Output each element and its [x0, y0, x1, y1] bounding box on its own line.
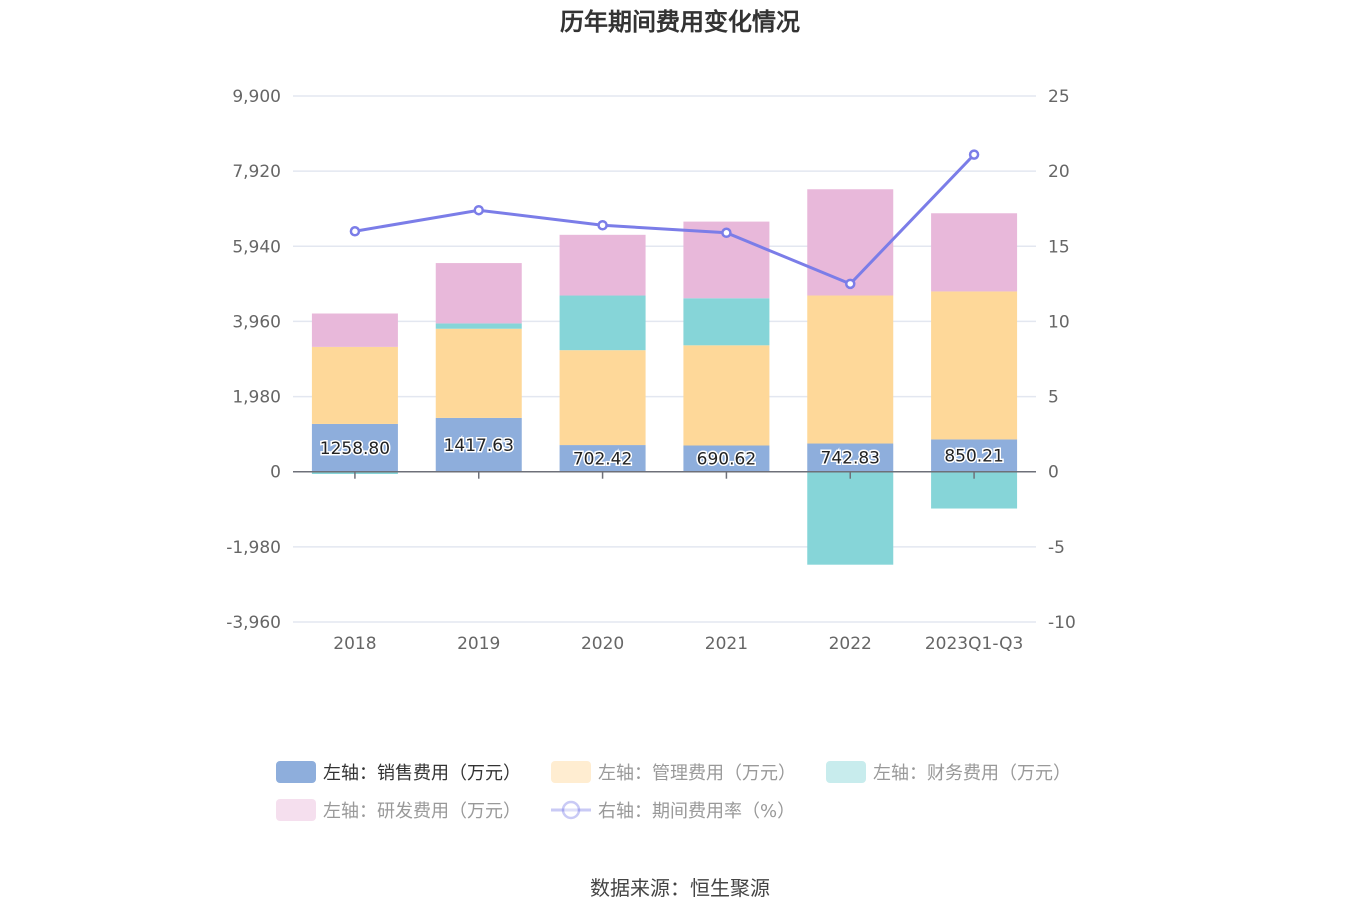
bar-segment [559, 295, 646, 351]
right-tick-label: 25 [1048, 87, 1070, 107]
bars [311, 189, 1018, 565]
category-labels: 2018 2019 2020 2021 2022 2023Q1-Q3 [333, 634, 1023, 654]
legend-swatch [276, 761, 316, 783]
legend-swatch [826, 761, 866, 783]
source-note: 数据来源：恒生聚源 [590, 876, 770, 900]
bar-segment [559, 234, 646, 296]
category-label: 2020 [581, 634, 624, 654]
left-tick-label: 1,980 [232, 388, 281, 408]
category-label: 2019 [457, 634, 500, 654]
rate-point [968, 149, 980, 160]
legend-label: 左轴：管理费用（万元） [598, 763, 796, 784]
grid [293, 95, 1036, 623]
rate-point [349, 226, 361, 237]
bar-segment [807, 295, 894, 444]
data-label: 742.83 [821, 449, 880, 469]
bar-segment [311, 313, 398, 347]
left-tick-label: -1,980 [226, 538, 281, 558]
right-tick-label: -5 [1048, 538, 1065, 558]
bar-segment [931, 213, 1018, 292]
data-label: 1258.80 [320, 439, 390, 459]
legend-label: 右轴：期间费用率（%） [598, 801, 795, 822]
left-tick-label: 3,960 [232, 312, 281, 332]
bar-segment [311, 346, 398, 424]
right-tick-label: 5 [1048, 388, 1059, 408]
rate-point [845, 278, 856, 290]
legend-item[interactable]: 左轴：研发费用（万元） [276, 799, 521, 822]
bar-segment [931, 439, 1018, 472]
bar-segment [683, 445, 770, 472]
legend-swatch [551, 761, 591, 783]
legend[interactable]: 左轴：销售费用（万元） 左轴：管理费用（万元） 左轴：财务费用（万元） 左轴：研发费用… [276, 761, 1071, 822]
legend-swatch [276, 799, 316, 821]
data-label: 690.62 [697, 450, 756, 470]
legend-item[interactable]: 右轴：期间费用率（%） [551, 800, 795, 822]
bar-segment [683, 345, 770, 446]
category-label: 2023Q1-Q3 [925, 634, 1023, 654]
chart-title: 历年期间费用变化情况 [560, 8, 800, 36]
legend-item[interactable]: 左轴：销售费用（万元） [276, 761, 521, 784]
right-tick-label: 15 [1048, 237, 1070, 257]
legend-item[interactable]: 左轴：财务费用（万元） [826, 761, 1071, 784]
bar-segment [559, 350, 646, 446]
left-tick-label: 0 [270, 463, 281, 483]
right-tick-label: 20 [1048, 162, 1070, 182]
rate-point [473, 204, 484, 216]
category-label: 2018 [333, 634, 376, 654]
bar-segment [807, 443, 894, 472]
data-labels: 1258.80 1417.63 702.42 690.62 742.83 850.21 [318, 434, 1005, 471]
right-axis: 25 20 15 10 5 0 -5 -10 [1048, 87, 1076, 633]
bar-segment [559, 445, 646, 472]
category-label: 2022 [829, 634, 872, 654]
right-tick-label: -10 [1048, 613, 1076, 633]
bar-segment [435, 263, 522, 324]
rate-line [349, 149, 980, 290]
bar-segment [435, 417, 522, 472]
right-tick-label: 10 [1048, 312, 1070, 332]
left-axis: 9,900 7,920 5,940 3,960 1,980 0 -1,980 -3,960 [226, 87, 281, 633]
left-tick-label: 5,940 [232, 237, 281, 257]
right-tick-label: 0 [1048, 463, 1059, 483]
legend-item[interactable]: 左轴：管理费用（万元） [551, 761, 796, 784]
rate-line-path [354, 153, 976, 286]
bar-segment [435, 328, 522, 418]
bar-segment [807, 189, 894, 296]
left-tick-label: 7,920 [232, 162, 281, 182]
bar-segment [311, 423, 398, 472]
category-label: 2021 [705, 634, 748, 654]
legend-label: 左轴：销售费用（万元） [323, 763, 521, 784]
data-label: 1417.63 [444, 436, 514, 456]
legend-label: 左轴：财务费用（万元） [873, 763, 1071, 784]
bar-segment [807, 471, 894, 565]
legend-label: 左轴：研发费用（万元） [323, 801, 521, 822]
bar-segment [435, 323, 522, 329]
bar-segment [931, 291, 1018, 440]
data-label: 850.21 [944, 447, 1003, 467]
x-axis [293, 470, 1036, 479]
left-tick-label: -3,960 [226, 613, 281, 633]
rate-point [597, 219, 608, 231]
data-label: 702.42 [573, 449, 632, 469]
bar-segment [683, 298, 770, 346]
rate-point [721, 227, 732, 239]
legend-marker [561, 800, 581, 820]
left-tick-label: 9,900 [232, 87, 281, 107]
